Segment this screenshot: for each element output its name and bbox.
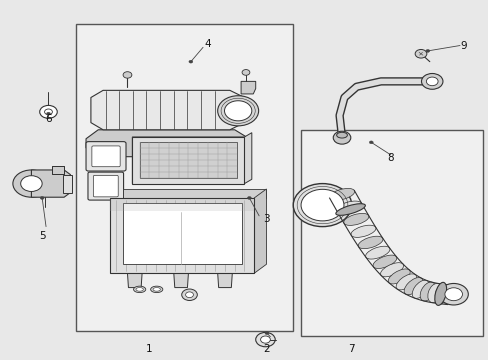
FancyBboxPatch shape: [88, 172, 123, 200]
Ellipse shape: [358, 236, 382, 249]
Ellipse shape: [150, 286, 163, 293]
Text: 3: 3: [263, 215, 269, 224]
Ellipse shape: [133, 286, 145, 293]
Circle shape: [368, 141, 372, 144]
Ellipse shape: [336, 201, 361, 213]
Circle shape: [255, 332, 275, 347]
Polygon shape: [217, 273, 232, 288]
Circle shape: [185, 292, 193, 298]
Polygon shape: [127, 273, 142, 288]
Ellipse shape: [365, 246, 389, 259]
Ellipse shape: [372, 255, 396, 269]
Text: 6: 6: [45, 114, 52, 124]
Circle shape: [264, 332, 268, 334]
Circle shape: [421, 73, 442, 89]
Text: 5: 5: [39, 231, 45, 240]
Ellipse shape: [380, 263, 403, 277]
Ellipse shape: [434, 284, 448, 304]
Circle shape: [40, 105, 57, 118]
Circle shape: [438, 283, 468, 305]
Bar: [52, 166, 64, 174]
Polygon shape: [86, 130, 249, 157]
FancyBboxPatch shape: [92, 146, 120, 167]
Ellipse shape: [434, 282, 446, 305]
Ellipse shape: [335, 204, 365, 215]
Circle shape: [332, 131, 350, 144]
Ellipse shape: [387, 269, 409, 284]
Ellipse shape: [153, 288, 160, 291]
Polygon shape: [31, 170, 70, 197]
Text: 8: 8: [386, 153, 393, 163]
Text: 1: 1: [146, 343, 152, 354]
Circle shape: [242, 69, 249, 75]
Text: 2: 2: [263, 343, 269, 354]
Bar: [110, 198, 254, 273]
Circle shape: [426, 77, 437, 86]
Polygon shape: [173, 273, 188, 288]
Ellipse shape: [350, 225, 375, 237]
Circle shape: [20, 176, 42, 192]
Ellipse shape: [136, 288, 143, 291]
Circle shape: [44, 109, 52, 115]
Polygon shape: [62, 175, 72, 193]
Circle shape: [13, 170, 50, 197]
Ellipse shape: [395, 274, 416, 290]
Circle shape: [123, 72, 132, 78]
Ellipse shape: [336, 132, 346, 138]
Circle shape: [260, 336, 270, 343]
Text: 7: 7: [348, 343, 354, 354]
Circle shape: [414, 49, 426, 58]
Polygon shape: [91, 90, 244, 130]
Bar: [300, 130, 483, 336]
Bar: [122, 203, 242, 264]
Circle shape: [217, 96, 258, 126]
Bar: [76, 24, 293, 330]
Ellipse shape: [442, 285, 455, 305]
Circle shape: [46, 112, 50, 115]
Polygon shape: [254, 189, 266, 273]
Circle shape: [40, 197, 44, 199]
Bar: [140, 142, 237, 178]
Bar: [52, 166, 64, 174]
FancyBboxPatch shape: [93, 175, 118, 197]
Ellipse shape: [329, 188, 354, 200]
Circle shape: [224, 101, 251, 121]
Circle shape: [444, 288, 462, 301]
Polygon shape: [132, 133, 251, 184]
Ellipse shape: [419, 282, 435, 301]
Text: 9: 9: [460, 41, 466, 50]
Text: 4: 4: [204, 39, 211, 49]
Circle shape: [247, 197, 251, 199]
Ellipse shape: [343, 213, 368, 225]
Circle shape: [293, 184, 351, 226]
Ellipse shape: [427, 283, 441, 303]
Circle shape: [425, 49, 429, 52]
Bar: [132, 137, 244, 184]
Circle shape: [188, 60, 192, 63]
Ellipse shape: [403, 278, 422, 295]
FancyBboxPatch shape: [86, 141, 126, 171]
Ellipse shape: [411, 280, 428, 298]
Circle shape: [301, 189, 343, 221]
Circle shape: [182, 289, 197, 301]
Polygon shape: [122, 189, 266, 198]
Polygon shape: [241, 81, 255, 94]
